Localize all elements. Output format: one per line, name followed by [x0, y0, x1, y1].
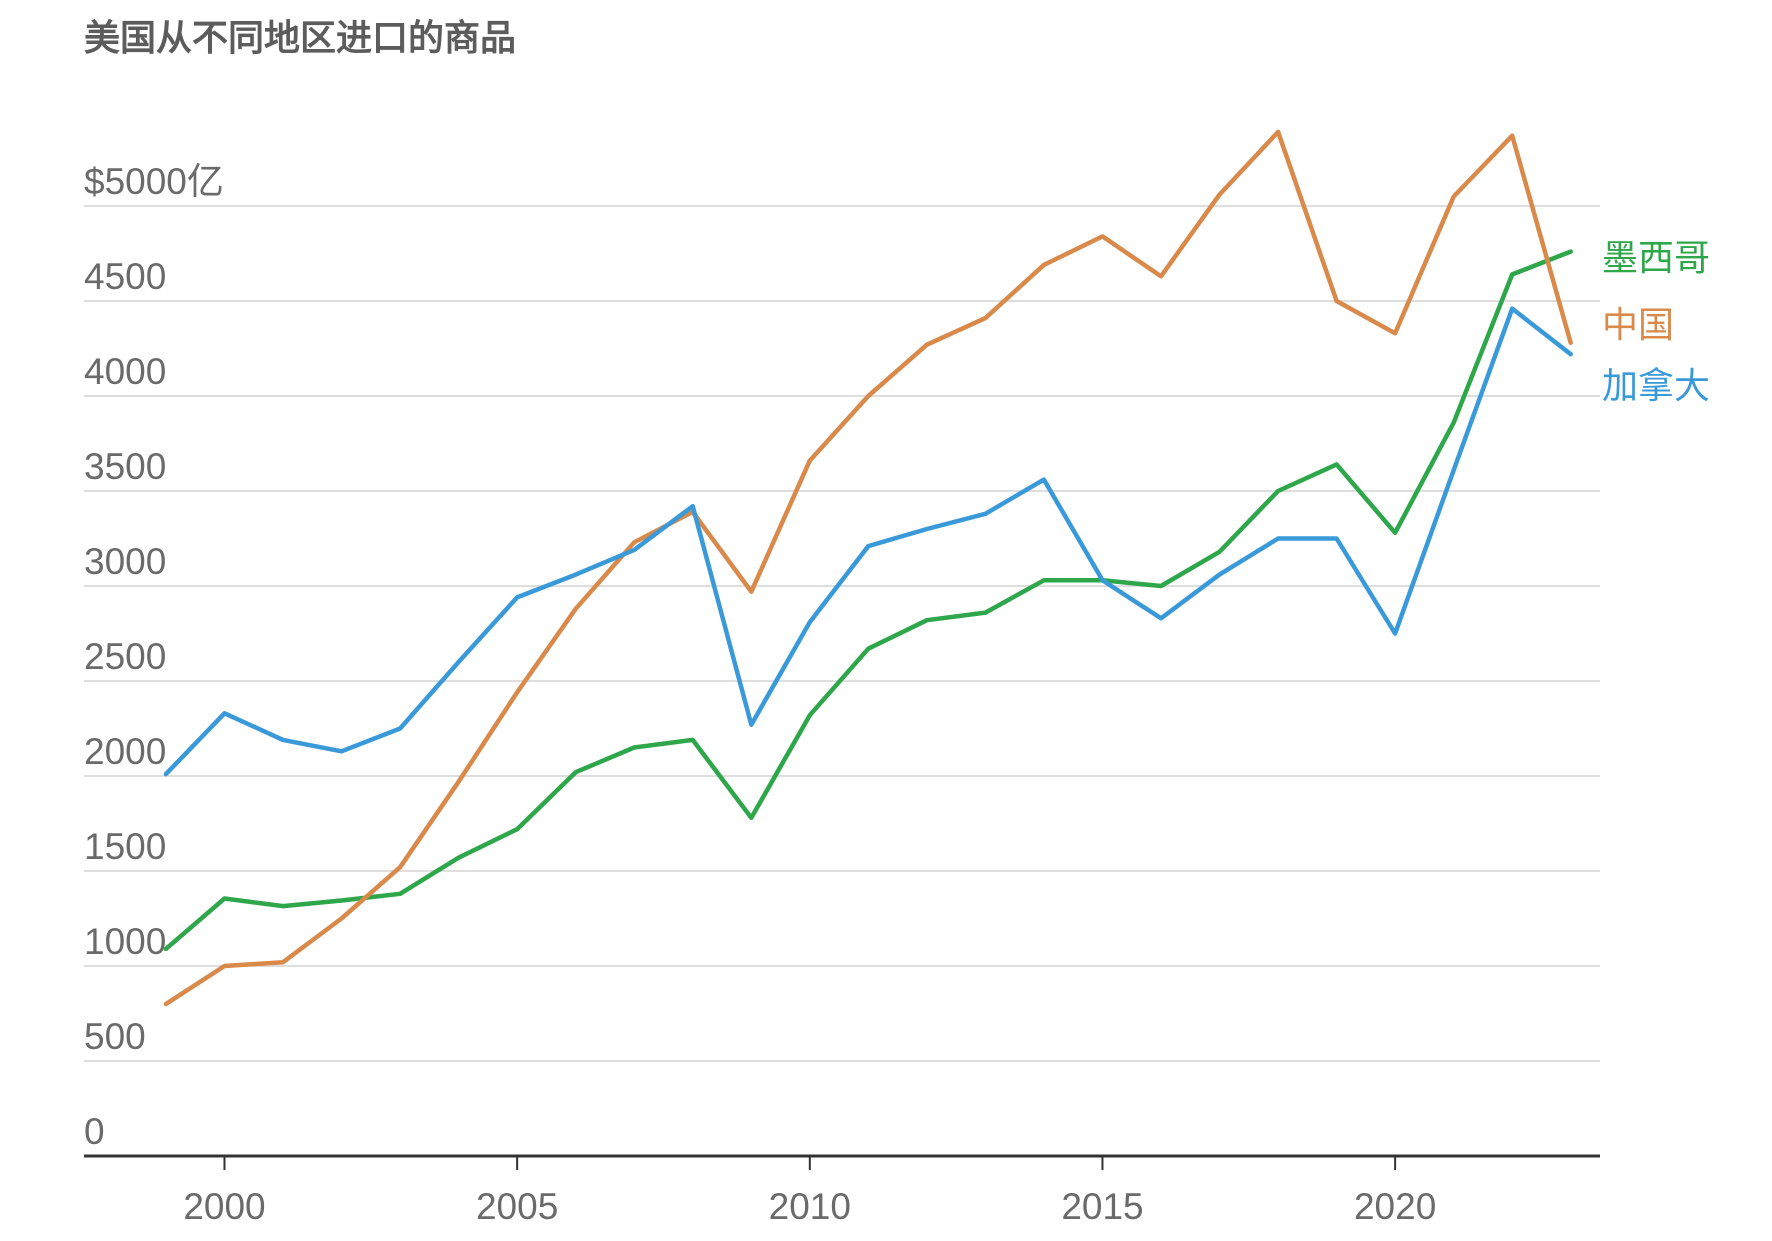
y-axis-tick-labels: $5000亿 4500 4000 3500 3000 2500 2000 1500 1000 50…	[84, 161, 224, 1152]
y-tick-label: 2000	[84, 731, 166, 772]
gridlines	[84, 205, 1600, 1062]
series-label: 中国	[1602, 305, 1674, 346]
x-tick-label: 2005	[476, 1186, 558, 1227]
y-tick-label: 2500	[84, 636, 166, 677]
y-tick-label: 3000	[84, 541, 166, 582]
x-tick-label: 2020	[1354, 1186, 1436, 1227]
x-tick-label: 2010	[769, 1186, 851, 1227]
x-tick-label: 2015	[1061, 1186, 1143, 1227]
x-axis: 2000 2005 2010 2015 2020	[183, 1156, 1436, 1227]
series-line-0	[163, 249, 1573, 952]
y-tick-label: 3500	[84, 446, 166, 487]
y-tick-label: 1000	[84, 921, 166, 962]
series-label: 墨西哥	[1602, 238, 1710, 279]
y-tick-label: 1500	[84, 826, 166, 867]
y-tick-label: 4000	[84, 351, 166, 392]
y-tick-label: $5000亿	[84, 161, 224, 202]
series-label: 加拿大	[1602, 366, 1710, 407]
series-line-1	[163, 129, 1573, 1007]
y-tick-label: 500	[84, 1016, 146, 1057]
chart-title: 美国从不同地区进口的商品	[84, 18, 516, 59]
x-tick-label: 2000	[183, 1186, 265, 1227]
y-tick-label: 4500	[84, 256, 166, 297]
series-line-2	[163, 306, 1573, 777]
series-lines	[163, 129, 1573, 1007]
y-tick-label: 0	[84, 1111, 105, 1152]
